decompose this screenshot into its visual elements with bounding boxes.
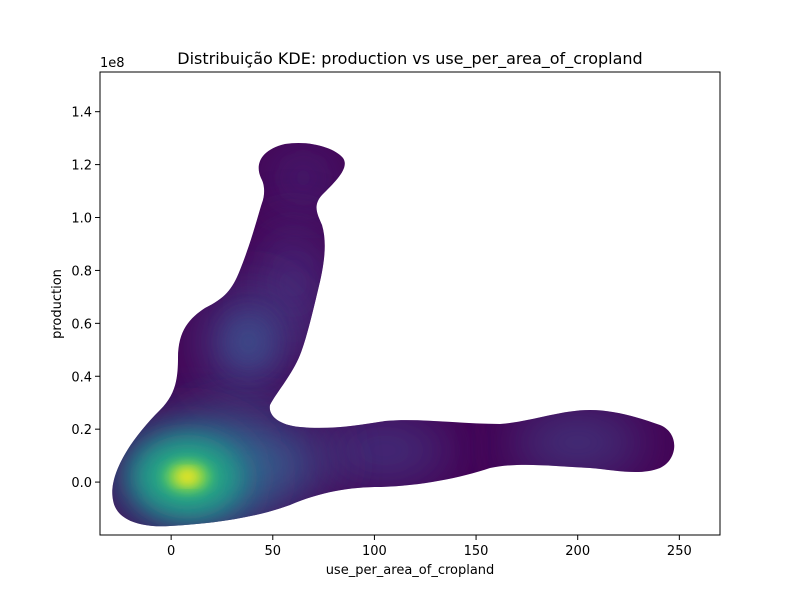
y-tick-label: 0.4 xyxy=(71,370,92,385)
density-blob xyxy=(178,470,197,483)
density-blob xyxy=(507,412,648,473)
y-tick-label: 0.6 xyxy=(71,317,92,332)
y-tick-label: 0.0 xyxy=(71,476,92,491)
y-tick-label: 0.8 xyxy=(71,264,92,279)
x-tick-label: 150 xyxy=(464,544,489,559)
y-tick-label: 0.2 xyxy=(71,423,92,438)
chart-title: Distribuição KDE: production vs use_per_… xyxy=(177,49,642,69)
plot-frame xyxy=(99,71,721,536)
density-blob xyxy=(228,317,269,366)
x-tick-label: 100 xyxy=(362,544,387,559)
y-tick-label: 1.4 xyxy=(71,106,92,121)
density-layers xyxy=(112,147,648,527)
y-axis-ticks: 0.0 0.2 0.4 0.6 0.8 1.0 1.2 1.4 xyxy=(71,106,100,491)
x-tick-label: 50 xyxy=(265,544,282,559)
y-offset-text: 1e8 xyxy=(100,56,125,71)
density-blob xyxy=(268,147,339,208)
y-axis-label: production xyxy=(50,269,65,339)
x-axis-ticks: 0 50 100 150 200 250 xyxy=(167,535,692,559)
x-tick-label: 200 xyxy=(565,544,590,559)
x-tick-label: 250 xyxy=(667,544,692,559)
y-tick-label: 1.2 xyxy=(71,159,92,174)
x-tick-label: 0 xyxy=(167,544,175,559)
x-axis-label: use_per_area_of_cropland xyxy=(326,563,495,578)
y-tick-label: 1.0 xyxy=(71,212,92,227)
density-blob xyxy=(314,420,455,481)
